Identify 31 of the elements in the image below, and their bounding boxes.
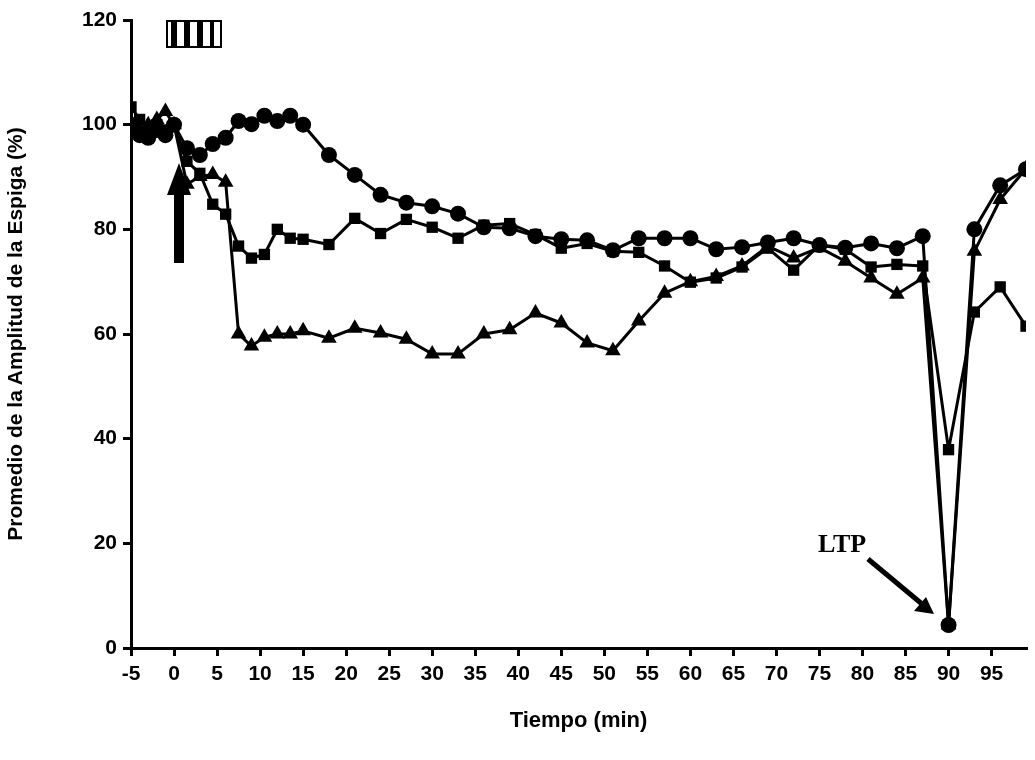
x-tick-label: 15 <box>291 661 316 685</box>
x-tick-label: 35 <box>463 661 488 685</box>
y-axis-title: Promedio de la Amplitud de la Espiga (%) <box>3 127 27 541</box>
y-tick-label: 20 <box>93 530 117 554</box>
y-tick-label: 80 <box>93 216 117 240</box>
x-tick-label: 20 <box>334 661 358 685</box>
annotation: LTP <box>817 528 867 558</box>
x-tick-label: 10 <box>248 661 272 685</box>
x-tick-label: 75 <box>807 661 832 685</box>
x-tick-label: 80 <box>850 661 875 685</box>
x-tick-label: 60 <box>678 661 703 685</box>
x-tick-label: 85 <box>893 661 918 685</box>
y-tick-label: 120 <box>81 6 117 30</box>
x-tick-label: 45 <box>549 661 574 685</box>
y-tick-label: 60 <box>93 320 117 344</box>
x-tick-label: 95 <box>979 661 1004 685</box>
x-tick-label: 50 <box>592 661 616 685</box>
x-tick-label: 5 <box>211 661 224 685</box>
y-tick-label: 40 <box>93 425 117 449</box>
x-tick-label: 90 <box>936 661 961 685</box>
x-tick-label: 70 <box>764 661 789 685</box>
x-axis-title: Tiempo (min) <box>509 706 648 732</box>
x-tick-label: 25 <box>377 661 402 685</box>
x-tick-label: -5 <box>121 661 141 685</box>
x-tick-label: 55 <box>635 661 660 685</box>
x-tick-label: 30 <box>420 661 444 685</box>
x-tick-label: 65 <box>721 661 746 685</box>
x-tick-label: 0 <box>168 661 180 685</box>
y-tick-label: 100 <box>81 111 117 135</box>
x-tick-label: 40 <box>506 661 530 685</box>
y-tick-label: 0 <box>105 634 117 658</box>
